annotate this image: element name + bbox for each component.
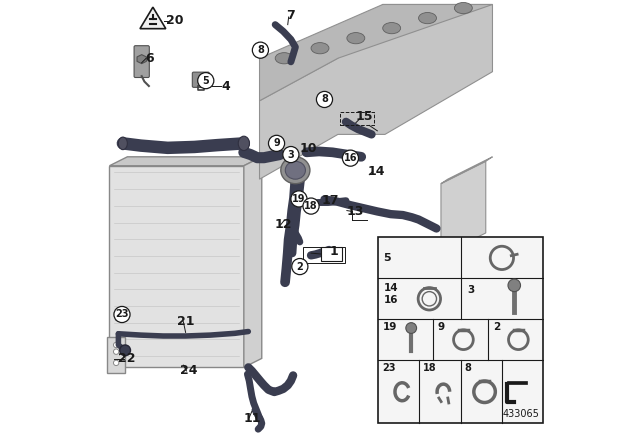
Text: 1: 1 <box>329 245 338 258</box>
Ellipse shape <box>347 33 365 44</box>
Ellipse shape <box>454 3 472 14</box>
Polygon shape <box>109 166 244 367</box>
Text: 9: 9 <box>438 322 445 332</box>
Polygon shape <box>260 4 493 179</box>
Ellipse shape <box>383 22 401 34</box>
Ellipse shape <box>118 137 127 150</box>
Polygon shape <box>441 157 493 184</box>
Circle shape <box>198 73 214 89</box>
Text: 2: 2 <box>493 322 500 332</box>
Text: 12: 12 <box>275 218 292 232</box>
Circle shape <box>113 342 119 348</box>
Text: 19: 19 <box>292 194 306 204</box>
Text: 22: 22 <box>118 352 135 365</box>
Text: 20: 20 <box>166 13 183 27</box>
Text: 2: 2 <box>296 262 303 271</box>
Circle shape <box>508 279 520 292</box>
Polygon shape <box>140 7 166 29</box>
FancyBboxPatch shape <box>108 337 125 373</box>
Circle shape <box>291 191 307 207</box>
FancyBboxPatch shape <box>134 46 149 78</box>
Text: 433065: 433065 <box>502 409 540 419</box>
Circle shape <box>269 135 285 151</box>
Polygon shape <box>109 157 262 166</box>
Bar <box>378 237 543 423</box>
Text: 13: 13 <box>346 205 364 218</box>
Text: 18: 18 <box>423 363 436 373</box>
FancyBboxPatch shape <box>192 72 209 87</box>
Ellipse shape <box>285 161 305 179</box>
Ellipse shape <box>419 13 436 24</box>
Text: 24: 24 <box>180 364 198 378</box>
Ellipse shape <box>238 136 250 151</box>
Text: 14: 14 <box>367 164 385 178</box>
Text: 14: 14 <box>383 283 398 293</box>
FancyBboxPatch shape <box>321 247 342 261</box>
Text: 3: 3 <box>287 150 294 159</box>
Ellipse shape <box>281 157 310 184</box>
Text: 3: 3 <box>467 284 475 294</box>
Text: 8: 8 <box>257 45 264 55</box>
Text: 19: 19 <box>383 322 397 332</box>
Text: 16: 16 <box>344 153 357 163</box>
Text: 10: 10 <box>300 142 317 155</box>
Text: 15: 15 <box>356 110 374 123</box>
Circle shape <box>303 198 319 214</box>
Circle shape <box>113 360 119 366</box>
Text: 23: 23 <box>382 363 396 373</box>
Circle shape <box>406 323 417 333</box>
Text: 11: 11 <box>243 412 260 426</box>
Circle shape <box>252 42 269 58</box>
Text: 5: 5 <box>383 253 391 263</box>
Polygon shape <box>137 55 147 64</box>
Polygon shape <box>260 4 493 101</box>
Ellipse shape <box>275 52 293 64</box>
Polygon shape <box>508 380 527 383</box>
Circle shape <box>316 91 333 108</box>
Circle shape <box>114 306 130 323</box>
Circle shape <box>120 345 131 356</box>
Text: 18: 18 <box>304 201 318 211</box>
Text: 23: 23 <box>115 310 129 319</box>
Text: 9: 9 <box>273 138 280 148</box>
Text: 5: 5 <box>202 76 209 86</box>
Text: 6: 6 <box>145 52 154 65</box>
Circle shape <box>113 349 119 354</box>
Text: 8: 8 <box>321 95 328 104</box>
Circle shape <box>283 146 299 163</box>
Polygon shape <box>441 161 486 255</box>
Text: 7: 7 <box>287 9 295 22</box>
Circle shape <box>342 150 358 166</box>
Text: 8: 8 <box>464 363 471 373</box>
Text: 4: 4 <box>221 79 230 93</box>
Circle shape <box>292 258 308 275</box>
Ellipse shape <box>311 43 329 54</box>
Polygon shape <box>244 157 262 367</box>
Text: 17: 17 <box>321 194 339 207</box>
Text: 21: 21 <box>177 315 195 328</box>
Text: 16: 16 <box>383 295 398 305</box>
